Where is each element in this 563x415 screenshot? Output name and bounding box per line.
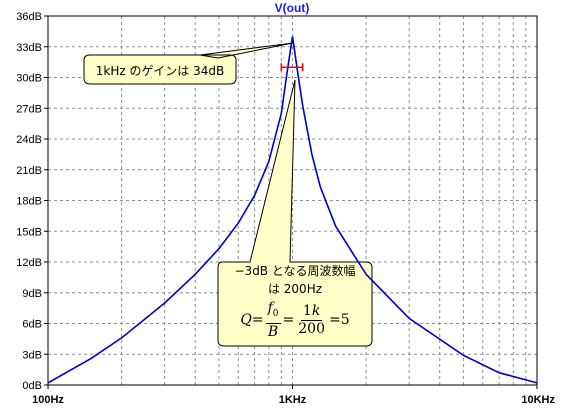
x-tick-label: 1KHz (279, 394, 307, 406)
y-tick-label: 0dB (22, 380, 42, 392)
bandwidth-annotation: −3dB となる周波数幅 は 200Hz Q = f0 B = 1k 200 =… (220, 262, 370, 341)
peak-gain-annotation: 1kHz のゲインは 34dB (95, 64, 225, 78)
bandwidth-line2: は 200Hz (267, 282, 323, 296)
y-tick-label: 6dB (22, 319, 42, 331)
b-symbol: B (267, 323, 279, 340)
x-tick-label: 100Hz (32, 394, 64, 406)
y-tick-label: 36dB (16, 11, 42, 23)
series-layer (47, 36, 538, 384)
numerator-unit: k (311, 302, 321, 319)
x-axis-ticks: 100Hz 1KHz 10KHz (32, 385, 555, 406)
bandwidth-marker-layer (280, 63, 304, 72)
q-symbol: Q (240, 312, 252, 329)
f0-symbol: f (267, 300, 273, 316)
y-tick-label: 24dB (16, 134, 42, 146)
x-tick-label: 10KHz (521, 394, 555, 406)
denominator-value: 200 (298, 320, 325, 337)
series-line (47, 36, 538, 384)
y-tick-label: 9dB (22, 288, 42, 300)
f0-over-b-fraction: f0 B (265, 300, 281, 341)
1k-over-200-fraction: 1k 200 (296, 303, 327, 338)
q-formula: Q = f0 B = 1k 200 =5 (220, 300, 370, 341)
f0-subscript: 0 (272, 308, 279, 319)
bandwidth-line1: −3dB となる周波数幅 (234, 264, 356, 278)
equals-sign-2: = (282, 312, 295, 329)
y-axis-ticks: 0dB 3dB 6dB 9dB 12dB 15dB 18dB 21dB 24dB 27dB 30dB… (16, 11, 48, 392)
peak-callout-bubble (83, 42, 294, 85)
y-tick-label: 27dB (16, 103, 42, 115)
y-tick-label: 12dB (16, 257, 42, 269)
numerator-value: 1 (302, 302, 312, 319)
bandwidth-callout-bubble (217, 79, 373, 347)
y-tick-label: 33dB (16, 42, 42, 54)
y-tick-label: 3dB (22, 349, 42, 361)
y-tick-label: 21dB (16, 165, 42, 177)
y-tick-label: 15dB (16, 226, 42, 238)
q-value: =5 (328, 312, 350, 329)
y-tick-label: 18dB (16, 196, 42, 208)
equals-sign: = (251, 312, 264, 329)
chart-title: V(out) (275, 1, 310, 15)
y-tick-label: 30dB (16, 73, 42, 85)
